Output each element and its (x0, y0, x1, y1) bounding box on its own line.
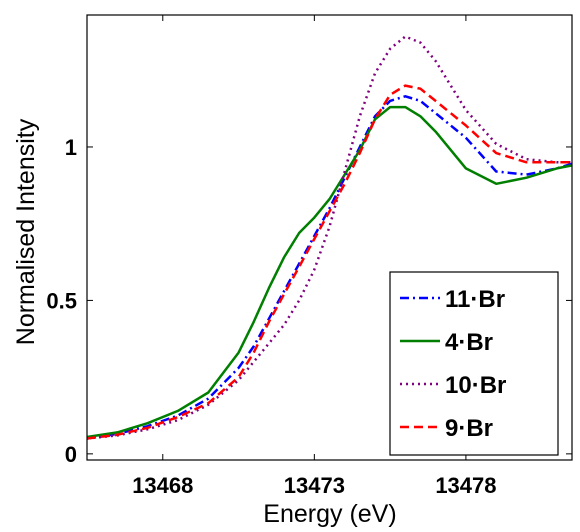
y-tick-label: 0 (65, 442, 77, 467)
legend-label-0: 11·Br (445, 286, 505, 313)
series-line-0 (86, 95, 573, 440)
x-tick-label: 13473 (284, 473, 345, 498)
x-axis-label: Energy (eV) (263, 500, 396, 528)
legend-label-3: 9·Br (445, 415, 493, 442)
legend: 11·Br 4·Br 10·Br 9·Br (389, 271, 559, 456)
legend-box (389, 271, 559, 456)
x-tick-label: 13478 (435, 473, 496, 498)
legend-label-2: 10·Br (445, 372, 506, 399)
legend-label-1: 4·Br (445, 329, 493, 356)
y-tick-label: 1 (65, 135, 77, 160)
axis-ticks: 13468 13473 13478 0 0.5 1 (46, 15, 572, 498)
legend-items: 11·Br 4·Br 10·Br 9·Br (400, 286, 506, 442)
series-line-1 (86, 105, 573, 439)
series-line-2 (86, 35, 572, 440)
y-tick-label: 0.5 (46, 288, 77, 313)
series-line-3 (86, 84, 572, 440)
x-tick-label: 13468 (132, 473, 193, 498)
plot-frame (86, 14, 573, 461)
series-layer (86, 35, 573, 440)
y-axis-label: Normalised Intensity (12, 118, 40, 345)
